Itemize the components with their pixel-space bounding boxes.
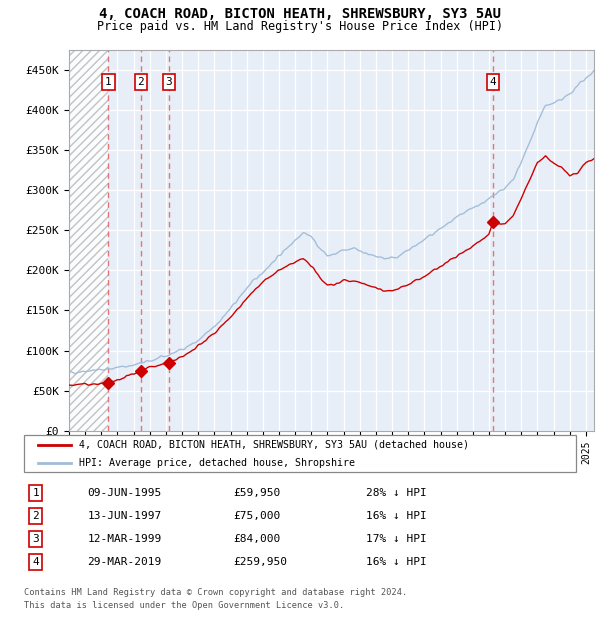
Text: 17% ↓ HPI: 17% ↓ HPI xyxy=(366,534,427,544)
Text: 29-MAR-2019: 29-MAR-2019 xyxy=(88,557,162,567)
Text: 4, COACH ROAD, BICTON HEATH, SHREWSBURY, SY3 5AU: 4, COACH ROAD, BICTON HEATH, SHREWSBURY,… xyxy=(99,7,501,22)
Text: 13-JUN-1997: 13-JUN-1997 xyxy=(88,511,162,521)
Text: 09-JUN-1995: 09-JUN-1995 xyxy=(88,488,162,498)
Text: 3: 3 xyxy=(166,77,172,87)
Text: £59,950: £59,950 xyxy=(234,488,281,498)
Text: 4, COACH ROAD, BICTON HEATH, SHREWSBURY, SY3 5AU (detached house): 4, COACH ROAD, BICTON HEATH, SHREWSBURY,… xyxy=(79,440,469,450)
Text: 2: 2 xyxy=(137,77,144,87)
Text: £259,950: £259,950 xyxy=(234,557,288,567)
Text: Price paid vs. HM Land Registry's House Price Index (HPI): Price paid vs. HM Land Registry's House … xyxy=(97,20,503,33)
Text: 3: 3 xyxy=(32,534,39,544)
Text: 16% ↓ HPI: 16% ↓ HPI xyxy=(366,511,427,521)
Text: 4: 4 xyxy=(490,77,496,87)
Text: £84,000: £84,000 xyxy=(234,534,281,544)
Text: £75,000: £75,000 xyxy=(234,511,281,521)
FancyBboxPatch shape xyxy=(24,435,576,472)
Text: 12-MAR-1999: 12-MAR-1999 xyxy=(88,534,162,544)
Text: 1: 1 xyxy=(32,488,39,498)
Text: HPI: Average price, detached house, Shropshire: HPI: Average price, detached house, Shro… xyxy=(79,458,355,468)
Text: Contains HM Land Registry data © Crown copyright and database right 2024.: Contains HM Land Registry data © Crown c… xyxy=(24,588,407,597)
Text: 4: 4 xyxy=(32,557,39,567)
Text: 1: 1 xyxy=(105,77,112,87)
Text: This data is licensed under the Open Government Licence v3.0.: This data is licensed under the Open Gov… xyxy=(24,601,344,611)
Text: 2: 2 xyxy=(32,511,39,521)
Text: 28% ↓ HPI: 28% ↓ HPI xyxy=(366,488,427,498)
Text: 16% ↓ HPI: 16% ↓ HPI xyxy=(366,557,427,567)
